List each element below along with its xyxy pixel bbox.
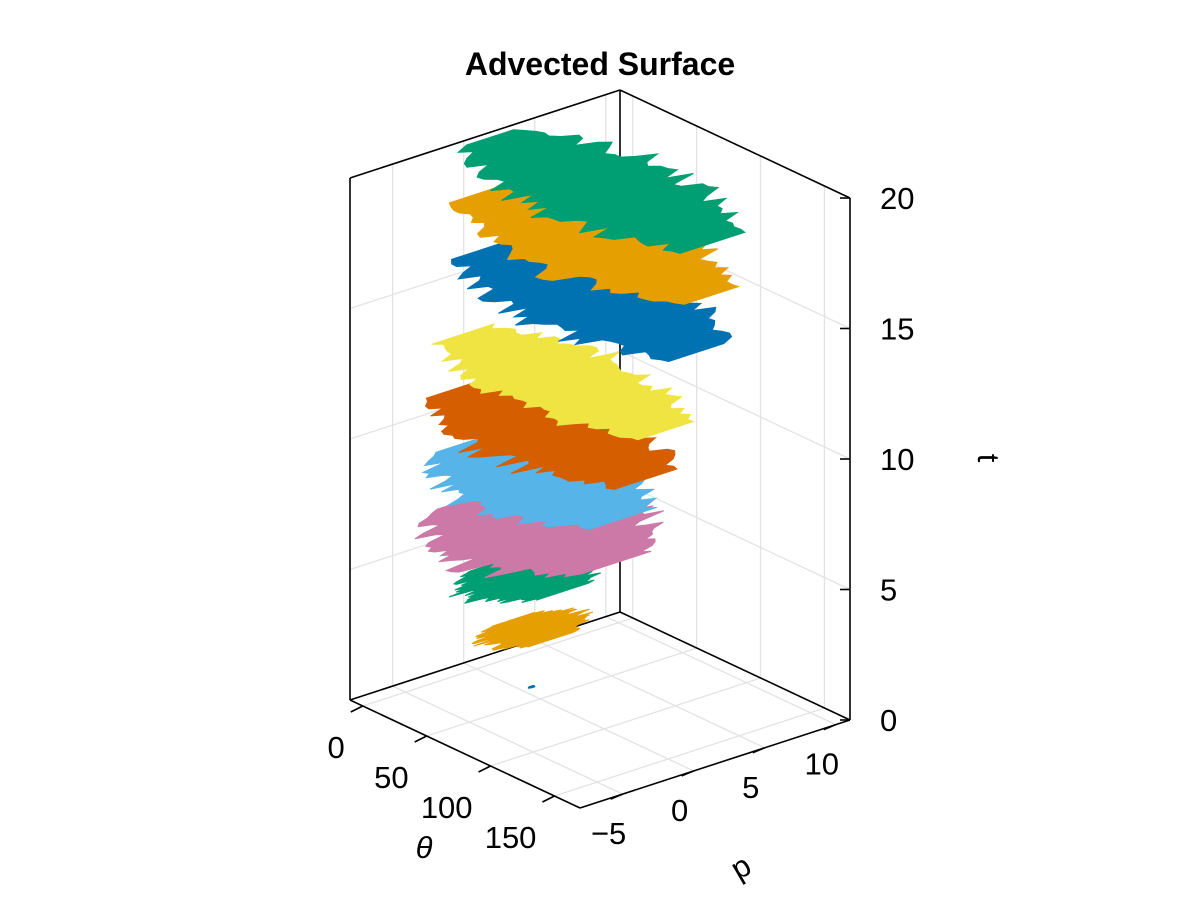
front-axis-frame [349, 178, 851, 809]
t-tick-label: 20 [880, 181, 914, 216]
right-wall-gridline-t [619, 480, 851, 591]
p-axis-label: p [725, 847, 757, 886]
floor-gridline-theta [554, 707, 825, 797]
frame-edge [579, 719, 851, 809]
frame-edge [349, 89, 621, 179]
surface-slice-t3 [471, 607, 594, 651]
t-axis-label: t [971, 454, 1006, 463]
floor-gridline-p [534, 639, 766, 749]
surface-slice-t13 [431, 323, 695, 441]
floor-gridline-p [463, 662, 694, 772]
surface-layers [414, 129, 746, 690]
theta-tick-mark [542, 795, 555, 803]
theta-tick-label: 50 [374, 760, 408, 795]
p-tick-label: 5 [742, 770, 759, 805]
p-tick-label: 0 [671, 793, 688, 828]
frame-edge [349, 699, 581, 809]
theta-axis-label: θ [416, 830, 433, 865]
p-tick-mark [610, 793, 623, 800]
floor-gridline-theta [362, 617, 633, 707]
p-tick-mark [752, 747, 766, 754]
p-tick-mark [681, 770, 694, 777]
floor-gridline-p [392, 685, 623, 795]
p-tick-label: 10 [805, 747, 839, 782]
p-tick-label: −5 [591, 816, 626, 851]
p-tick-mark [823, 723, 837, 731]
frame-edge [619, 89, 851, 199]
surface-slice-t20 [456, 129, 746, 254]
theta-tick-label: 0 [328, 730, 345, 765]
t-tick-label: 0 [880, 703, 897, 738]
theta-tick-label: 150 [485, 820, 537, 855]
theta-tick-mark [350, 705, 364, 713]
t-tick-label: 10 [880, 442, 914, 477]
floor-gridline-theta [426, 647, 697, 737]
theta-tick-mark [414, 735, 428, 743]
right-wall-gridline-t [619, 350, 851, 460]
chart-title: Advected Surface [465, 46, 735, 82]
t-tick-label: 15 [880, 312, 914, 347]
floor-gridline-theta [490, 677, 761, 767]
frame-edge [619, 611, 851, 721]
floor-gridline-p [605, 616, 837, 726]
surface-slice-t1 [527, 684, 536, 690]
theta-tick-mark [478, 765, 491, 773]
theta-tick-label: 100 [421, 790, 473, 825]
t-tick-label: 5 [880, 573, 897, 608]
